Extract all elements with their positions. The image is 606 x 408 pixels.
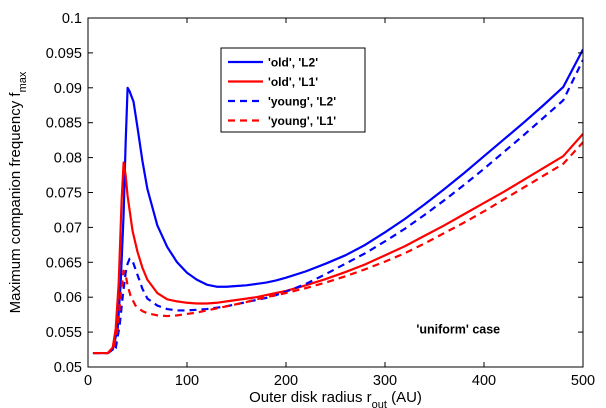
x-axis-label-sub: out [372,399,387,408]
y-axis-label-sub: max [17,71,29,92]
case-annotation: 'uniform' case [416,322,500,336]
x-tick-label: 500 [571,373,595,389]
ticks-layer: 0 100 200 300 400 500 0.05 0.055 0.06 0.065 0.07 0.… [46,11,595,389]
y-tick-label: 0.055 [46,325,82,341]
x-axis-label-suffix: (AU) [387,389,422,406]
y-tick-label: 0.08 [54,151,82,167]
y-tick-label: 0.1 [62,11,82,27]
y-tick-label: 0.065 [46,255,82,271]
x-tick-label: 0 [84,373,92,389]
series-line-3 [92,59,583,355]
series-layer [92,48,583,355]
x-tick-label: 300 [373,373,397,389]
y-tick-label: 0.095 [46,46,82,62]
legend-label: 'young', 'L1' [268,114,336,128]
series-line-2 [92,133,583,355]
legend: 'old', 'L2' 'old', 'L1' 'young', 'L2' 'youn… [220,47,366,133]
y-tick-label: 0.06 [54,290,82,306]
x-tick-label: 200 [274,373,298,389]
x-axis-label-main: Outer disk radius r [249,389,372,406]
y-tick-label: 0.05 [54,360,82,376]
y-tick-label: 0.09 [54,81,82,97]
series-line-1 [92,48,583,355]
legend-label: 'young', 'L2' [268,95,336,109]
x-axis-label: Outer disk radius rout (AU) [249,389,422,408]
y-tick-label: 0.07 [54,220,82,236]
y-axis-label: Maximum companion frequency fmax [7,71,29,313]
y-tick-label: 0.075 [46,186,82,202]
y-axis-label-main: Maximum companion frequency f [7,92,24,314]
x-tick-label: 100 [175,373,199,389]
legend-label: 'old', 'L1' [268,75,318,89]
y-tick-label: 0.085 [46,116,82,132]
x-tick-label: 400 [472,373,496,389]
series-line-4 [92,141,583,355]
legend-label: 'old', 'L2' [268,56,318,70]
